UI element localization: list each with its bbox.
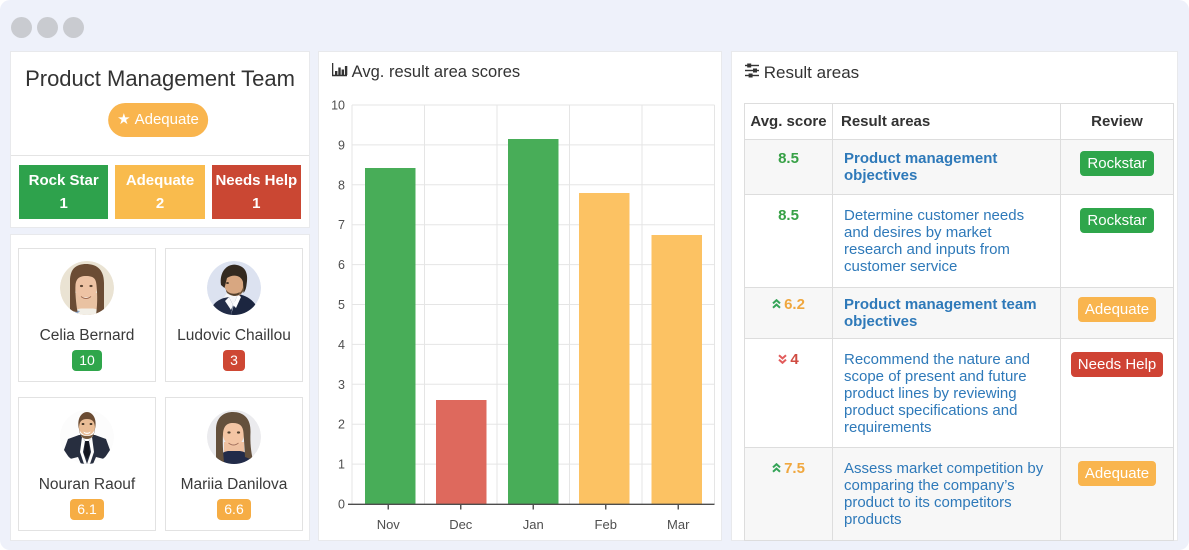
svg-text:Dec: Dec <box>449 517 473 532</box>
svg-text:2: 2 <box>338 418 345 432</box>
svg-text:7: 7 <box>338 218 345 232</box>
svg-text:4: 4 <box>338 338 345 352</box>
svg-text:1: 1 <box>338 458 345 472</box>
svg-text:8: 8 <box>338 178 345 192</box>
svg-text:Jan: Jan <box>523 517 544 532</box>
svg-text:9: 9 <box>338 138 345 152</box>
svg-text:Nov: Nov <box>377 517 401 532</box>
svg-text:10: 10 <box>331 99 345 113</box>
svg-text:Mar: Mar <box>667 517 690 532</box>
svg-text:Feb: Feb <box>595 517 617 532</box>
svg-text:6: 6 <box>338 258 345 272</box>
svg-text:5: 5 <box>338 298 345 312</box>
svg-text:3: 3 <box>338 378 345 392</box>
svg-text:0: 0 <box>338 498 345 512</box>
